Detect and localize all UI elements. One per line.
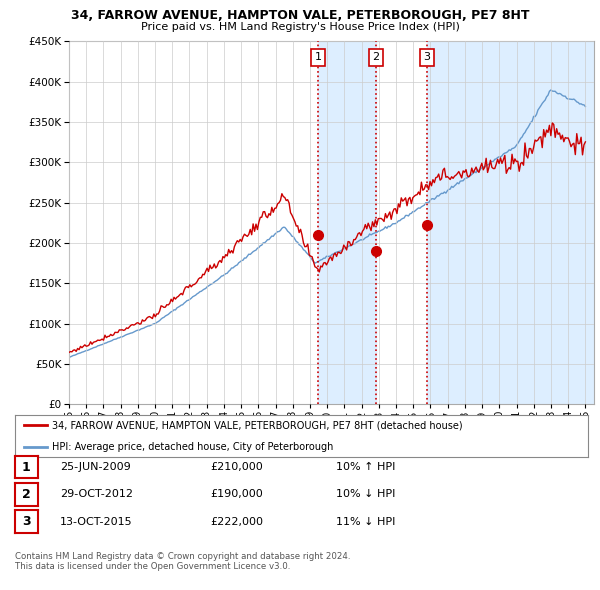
- Text: Contains HM Land Registry data © Crown copyright and database right 2024.
This d: Contains HM Land Registry data © Crown c…: [15, 552, 350, 571]
- Text: 29-OCT-2012: 29-OCT-2012: [60, 490, 133, 499]
- Text: £222,000: £222,000: [210, 517, 263, 526]
- Text: 2: 2: [22, 488, 31, 501]
- Text: 34, FARROW AVENUE, HAMPTON VALE, PETERBOROUGH, PE7 8HT: 34, FARROW AVENUE, HAMPTON VALE, PETERBO…: [71, 9, 529, 22]
- Bar: [427, 41, 594, 404]
- Text: 1: 1: [22, 461, 31, 474]
- Text: 10% ↑ HPI: 10% ↑ HPI: [336, 463, 395, 472]
- Text: 1: 1: [315, 53, 322, 63]
- Text: 25-JUN-2009: 25-JUN-2009: [60, 463, 131, 472]
- Text: 10% ↓ HPI: 10% ↓ HPI: [336, 490, 395, 499]
- Text: Price paid vs. HM Land Registry's House Price Index (HPI): Price paid vs. HM Land Registry's House …: [140, 22, 460, 32]
- Text: HPI: Average price, detached house, City of Peterborough: HPI: Average price, detached house, City…: [52, 442, 334, 451]
- Text: 11% ↓ HPI: 11% ↓ HPI: [336, 517, 395, 526]
- Text: 13-OCT-2015: 13-OCT-2015: [60, 517, 133, 526]
- Text: 3: 3: [22, 515, 31, 528]
- Text: 3: 3: [424, 53, 430, 63]
- Text: £190,000: £190,000: [210, 490, 263, 499]
- Text: 34, FARROW AVENUE, HAMPTON VALE, PETERBOROUGH, PE7 8HT (detached house): 34, FARROW AVENUE, HAMPTON VALE, PETERBO…: [52, 421, 463, 430]
- Text: £210,000: £210,000: [210, 463, 263, 472]
- Bar: [318, 41, 376, 404]
- Text: 2: 2: [373, 53, 379, 63]
